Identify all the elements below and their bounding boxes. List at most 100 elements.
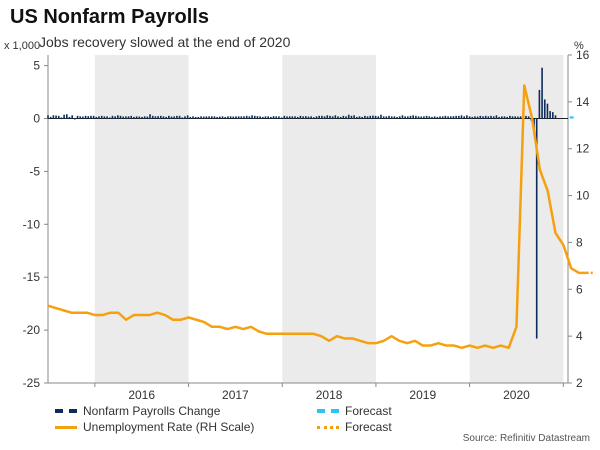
nfp-bar	[133, 116, 135, 119]
nfp-bar	[98, 116, 100, 119]
unemployment-line	[47, 84, 587, 350]
nfp-bar	[390, 116, 393, 119]
nfp-bar	[315, 116, 318, 119]
x-tick-label: 2016	[128, 388, 155, 402]
nfp-bar	[543, 99, 546, 119]
nfp-bar	[490, 115, 492, 119]
nfp-bar	[117, 115, 119, 119]
nfp-bar	[122, 116, 124, 119]
x-tick-label: 2017	[222, 388, 249, 402]
nfp-bar	[149, 114, 151, 119]
nfp-bar	[219, 116, 221, 119]
nfp-bar	[192, 116, 194, 119]
nfp-forecast-bar	[569, 116, 574, 119]
nfp-bar	[404, 116, 406, 119]
nfp-bar	[162, 116, 165, 119]
left-axis-unit: x 1,000	[4, 40, 41, 52]
nfp-bar	[546, 103, 549, 119]
year-shade-2018	[282, 55, 376, 383]
nfp-bar	[262, 116, 264, 119]
nfp-bar	[471, 116, 474, 119]
nfp-bar	[103, 116, 106, 119]
nfp-bar	[253, 115, 256, 119]
nfp-bar	[372, 115, 374, 119]
legend-label-nfp: Nonfarm Payrolls Change	[83, 404, 221, 418]
nfp-bar	[393, 116, 396, 119]
nfp-bar	[240, 116, 243, 119]
nfp-bar	[165, 116, 167, 119]
nfp-bar	[114, 116, 116, 119]
nfp-bar	[95, 116, 98, 119]
nfp-bar	[331, 116, 334, 119]
nfp-bar	[552, 112, 554, 119]
nfp-bar	[52, 115, 55, 119]
nfp-bar	[444, 115, 447, 119]
nfp-bar	[216, 116, 218, 119]
nfp-bar	[194, 116, 197, 119]
chart-subtitle: Jobs recovery slowed at the end of 2020	[39, 34, 291, 50]
nfp-bar	[296, 116, 299, 119]
nfp-bar	[213, 116, 216, 119]
nfp-bar	[463, 116, 466, 119]
nfp-bar	[173, 116, 176, 119]
nfp-bar	[396, 116, 398, 119]
nfp-bar	[398, 116, 401, 119]
right-tick-label: 4	[576, 329, 583, 343]
nfp-bar	[68, 116, 71, 119]
nfp-bar	[92, 115, 95, 119]
nfp-bar	[318, 115, 321, 119]
nfp-bar	[63, 114, 65, 119]
right-axis-unit: %	[574, 40, 584, 52]
nfp-bar	[503, 116, 506, 119]
nfp-bar	[385, 116, 388, 119]
nfp-bar	[423, 116, 425, 119]
nfp-bar	[170, 116, 173, 119]
nfp-bar	[232, 116, 235, 119]
nfp-bar	[205, 116, 208, 119]
nfp-bar	[304, 116, 307, 119]
nfp-bar	[347, 114, 350, 119]
nfp-bar	[79, 116, 82, 119]
nfp-bar	[449, 116, 452, 119]
nfp-bar	[436, 116, 439, 119]
nfp-bar	[382, 116, 385, 119]
nfp-bar	[511, 116, 514, 119]
left-tick-label: -25	[23, 376, 41, 390]
nfp-bar	[135, 116, 138, 119]
left-tick-label: -15	[23, 270, 41, 284]
nfp-bar	[90, 115, 92, 119]
nfp-bar	[452, 116, 455, 119]
nfp-bar	[181, 117, 184, 119]
nfp-bar	[286, 116, 288, 119]
nfp-bar	[178, 115, 181, 119]
nfp-bar	[259, 116, 261, 119]
nfp-bar	[200, 116, 202, 119]
nfp-bar	[361, 116, 363, 119]
nfp-bar	[479, 115, 482, 119]
legend-label-unemployment-forecast: Forecast	[345, 420, 392, 434]
nfp-bar	[251, 115, 253, 119]
nfp-bar	[358, 116, 361, 119]
nfp-bar	[71, 115, 73, 119]
legend-label-nfp-forecast: Forecast	[345, 404, 392, 418]
nfp-bar	[302, 116, 304, 119]
nfp-bar	[270, 116, 272, 119]
nfp-bar	[264, 116, 267, 119]
nfp-bar	[248, 116, 251, 119]
nfp-bar	[272, 116, 275, 119]
nfp-bar	[186, 115, 189, 119]
nfp-bar	[447, 116, 449, 119]
nfp-bar	[506, 116, 508, 119]
nfp-bar	[369, 115, 372, 119]
nfp-bar	[283, 115, 286, 119]
nfp-bar	[519, 116, 522, 119]
left-tick-label: -5	[29, 164, 40, 178]
nfp-bar	[466, 115, 468, 119]
nfp-bar	[280, 117, 283, 119]
nfp-bar	[55, 115, 57, 119]
legend-swatch-nfp-forecast	[317, 409, 339, 413]
nfp-bar	[100, 115, 103, 119]
nfp-bar	[168, 115, 170, 119]
right-tick-label: 12	[576, 142, 590, 156]
